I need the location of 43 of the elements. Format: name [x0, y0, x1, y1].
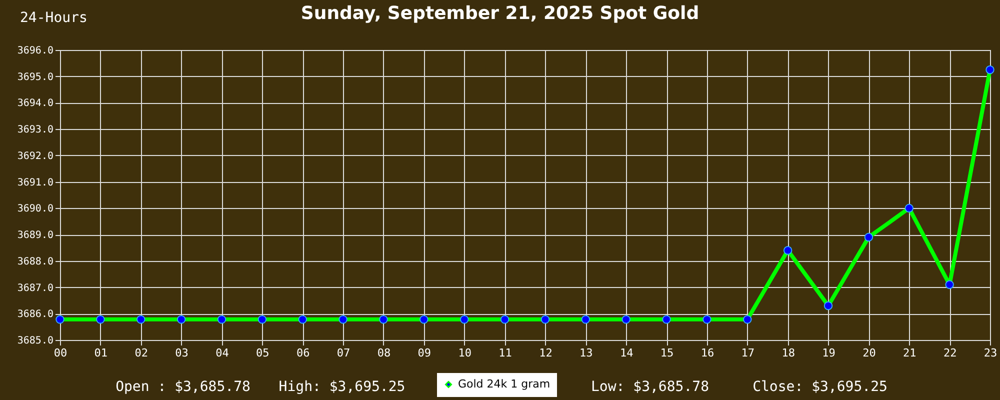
- y-tick-label: 3687.0: [17, 282, 54, 294]
- x-tick-label: 12: [539, 346, 552, 360]
- x-tick-label: 07: [336, 346, 350, 360]
- y-tick-label: 3693.0: [17, 124, 54, 136]
- x-tick-label: 17: [741, 346, 755, 360]
- chart-title: Sunday, September 21, 2025 Spot Gold: [300, 3, 700, 24]
- x-tick-label: 18: [782, 346, 795, 360]
- chart-subtitle: 24-Hours: [20, 10, 88, 26]
- y-tick-label: 3690.0: [17, 204, 54, 215]
- y-tick-label: 3688.0: [17, 256, 54, 268]
- x-tick-label: 22: [943, 346, 957, 360]
- y-tick-label: 3686.0: [17, 309, 54, 320]
- text: Open : $3,685.78: [116, 379, 250, 395]
- x-tick-label: 16: [700, 346, 714, 360]
- x-tick-label: 09: [418, 346, 432, 360]
- y-tick-label: 3694.0: [17, 98, 54, 110]
- text: Close: $3,695.25: [752, 379, 888, 395]
- legend-label: Gold 24k 1 gram: [458, 378, 550, 390]
- x-tick-label: 21: [903, 346, 916, 360]
- x-tick-label: 23: [984, 346, 998, 360]
- x-tick-label: 20: [862, 346, 876, 360]
- y-tick-label: 3692.0: [17, 150, 54, 162]
- y-tick-label: 3696.0: [17, 46, 54, 56]
- x-tick-label: 14: [620, 346, 634, 360]
- x-tick-label: 01: [94, 346, 108, 360]
- y-tick-label: 3685.0: [17, 336, 54, 346]
- text: High: $3,695.25: [278, 379, 406, 395]
- y-tick-label: 3689.0: [17, 230, 54, 242]
- y-tick-label: 3695.0: [17, 72, 54, 83]
- x-tick-label: 10: [458, 346, 472, 360]
- x-tick-label: 08: [377, 346, 391, 360]
- x-tick-label: 13: [580, 346, 593, 360]
- x-tick-label: 00: [54, 346, 68, 360]
- x-tick-label: 15: [660, 346, 674, 360]
- x-tick-label: 11: [498, 346, 512, 360]
- x-tick-label: 03: [175, 346, 188, 360]
- x-tick-label: 05: [256, 346, 270, 360]
- x-tick-label: 02: [134, 346, 148, 360]
- text: Low: $3,685.78: [590, 379, 710, 395]
- x-tick-label: 19: [822, 346, 836, 360]
- y-tick-label: 3691.0: [17, 177, 54, 188]
- x-tick-label: 06: [296, 346, 310, 360]
- x-tick-label: 04: [216, 346, 230, 360]
